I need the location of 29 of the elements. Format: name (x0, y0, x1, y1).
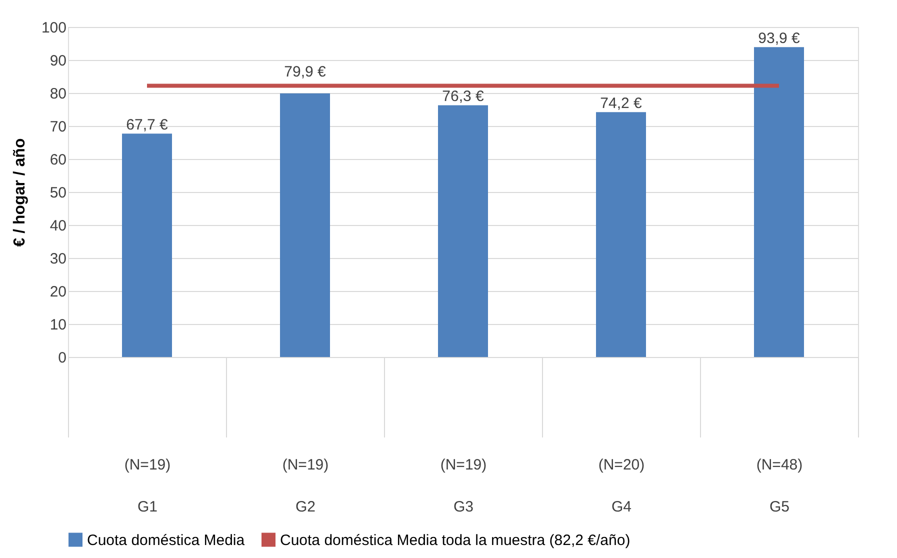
category-label: (N=19) G2 (282, 456, 329, 516)
category-label: (N=19) G3 (440, 456, 487, 516)
data-label: 74,2 € (600, 95, 642, 112)
data-label: 93,9 € (758, 30, 800, 48)
y-tick-label: 100 (41, 20, 66, 36)
y-axis-title: € / hogar / año (11, 138, 28, 247)
category-label: (N=48) G5 (756, 456, 803, 516)
y-tick-label: 60 (50, 152, 66, 168)
y-tick-label: 70 (50, 118, 66, 136)
data-label: 76,3 € (442, 88, 484, 106)
data-label: 79,9 € (284, 64, 326, 81)
category-label: (N=19) G1 (124, 456, 171, 516)
bar (754, 47, 804, 357)
y-tick-label: 30 (50, 250, 66, 268)
y-tick-label: 50 (50, 184, 66, 202)
data-label: 67,7 € (126, 116, 168, 134)
y-tick-label: 40 (50, 218, 66, 234)
bar (596, 112, 646, 357)
y-tick-label: 90 (50, 52, 66, 70)
category-label: (N=20) G4 (598, 456, 645, 516)
bar (438, 105, 488, 357)
bar (122, 134, 172, 357)
y-tick-label: 0 (58, 350, 66, 366)
bar (280, 93, 330, 357)
y-tick-label: 80 (50, 86, 66, 102)
y-tick-label: 20 (50, 284, 66, 300)
legend-label: Cuota doméstica Media (87, 532, 246, 549)
y-tick-label: 10 (50, 316, 66, 334)
legend-label: Cuota doméstica Media toda la muestra (82,2 €/año) (280, 532, 630, 549)
